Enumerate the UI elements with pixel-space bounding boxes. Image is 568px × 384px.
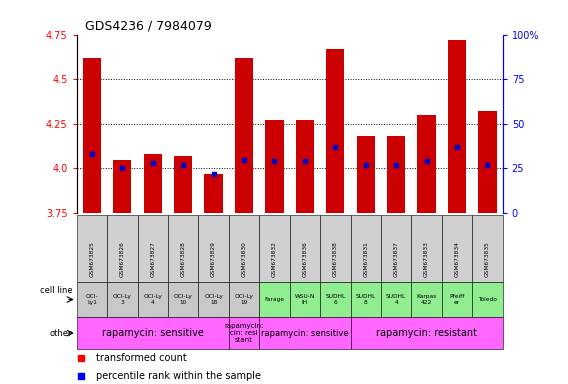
Text: GSM673830: GSM673830 — [241, 241, 247, 277]
Bar — [381, 215, 411, 282]
Text: GSM673835: GSM673835 — [485, 241, 490, 277]
Text: GSM673836: GSM673836 — [302, 241, 307, 277]
Bar — [137, 282, 168, 317]
Bar — [174, 156, 193, 213]
Text: Toledo: Toledo — [478, 297, 497, 302]
Text: Farage: Farage — [265, 297, 285, 302]
Bar — [442, 282, 472, 317]
Bar — [387, 136, 406, 213]
Text: WSU-N
IH: WSU-N IH — [295, 294, 315, 305]
Text: GSM673828: GSM673828 — [181, 241, 186, 277]
Text: GSM673833: GSM673833 — [424, 241, 429, 277]
Bar — [107, 282, 137, 317]
Text: other: other — [50, 329, 73, 338]
Bar — [290, 282, 320, 317]
Bar — [478, 111, 496, 213]
Text: GSM673829: GSM673829 — [211, 241, 216, 277]
Text: GSM673827: GSM673827 — [151, 241, 155, 277]
Bar — [417, 115, 436, 213]
Text: OCI-Ly
4: OCI-Ly 4 — [143, 294, 162, 305]
Bar — [326, 49, 344, 213]
Text: cell line: cell line — [40, 286, 73, 295]
Text: rapamycin: resistant: rapamycin: resistant — [376, 328, 477, 338]
Text: transformed count: transformed count — [96, 353, 187, 362]
Text: OCI-Ly
18: OCI-Ly 18 — [204, 294, 223, 305]
Bar — [265, 120, 283, 213]
Bar — [198, 282, 229, 317]
Bar — [168, 215, 198, 282]
Bar — [168, 282, 198, 317]
Text: OCI-Ly
10: OCI-Ly 10 — [174, 294, 193, 305]
Bar — [83, 58, 101, 213]
Bar — [229, 215, 259, 282]
Text: rapamycin: sensitive: rapamycin: sensitive — [261, 329, 349, 338]
Text: GSM673837: GSM673837 — [394, 241, 399, 277]
Bar — [320, 282, 350, 317]
Text: GSM673838: GSM673838 — [333, 241, 338, 277]
Text: Pfeiff
er: Pfeiff er — [449, 294, 465, 305]
Bar — [77, 215, 107, 282]
Bar — [296, 120, 314, 213]
Bar — [320, 215, 350, 282]
Text: rapamycin: sensitive: rapamycin: sensitive — [102, 328, 204, 338]
Bar — [259, 317, 350, 349]
Text: OCI-Ly
19: OCI-Ly 19 — [235, 294, 253, 305]
Bar — [290, 215, 320, 282]
Bar — [77, 282, 107, 317]
Bar — [472, 282, 503, 317]
Bar — [137, 215, 168, 282]
Bar — [144, 154, 162, 213]
Bar — [448, 40, 466, 213]
Bar — [350, 215, 381, 282]
Text: SUDHL
8: SUDHL 8 — [356, 294, 376, 305]
Bar — [350, 317, 503, 349]
Bar — [204, 174, 223, 213]
Bar — [107, 215, 137, 282]
Bar — [198, 215, 229, 282]
Text: Karpas
422: Karpas 422 — [416, 294, 437, 305]
Bar — [411, 215, 442, 282]
Text: GSM673831: GSM673831 — [364, 241, 368, 277]
Text: GSM673825: GSM673825 — [89, 241, 94, 277]
Bar — [113, 160, 131, 213]
Text: SUDHL
4: SUDHL 4 — [386, 294, 406, 305]
Bar — [411, 282, 442, 317]
Text: GDS4236 / 7984079: GDS4236 / 7984079 — [85, 19, 212, 32]
Text: GSM673834: GSM673834 — [454, 241, 460, 277]
Bar — [77, 317, 229, 349]
Bar — [229, 317, 259, 349]
Bar — [235, 58, 253, 213]
Bar — [442, 215, 472, 282]
Bar — [472, 215, 503, 282]
Bar — [259, 282, 290, 317]
Text: GSM673832: GSM673832 — [272, 241, 277, 277]
Text: SUDHL
6: SUDHL 6 — [325, 294, 345, 305]
Bar — [229, 282, 259, 317]
Bar — [357, 136, 375, 213]
Text: OCI-Ly
3: OCI-Ly 3 — [113, 294, 132, 305]
Bar — [381, 282, 411, 317]
Bar — [350, 282, 381, 317]
Text: percentile rank within the sample: percentile rank within the sample — [96, 371, 261, 381]
Text: rapamycin:
cin: resi
stant: rapamycin: cin: resi stant — [224, 323, 264, 343]
Bar — [259, 215, 290, 282]
Text: GSM673826: GSM673826 — [120, 241, 125, 277]
Text: OCI-
Ly1: OCI- Ly1 — [86, 294, 98, 305]
